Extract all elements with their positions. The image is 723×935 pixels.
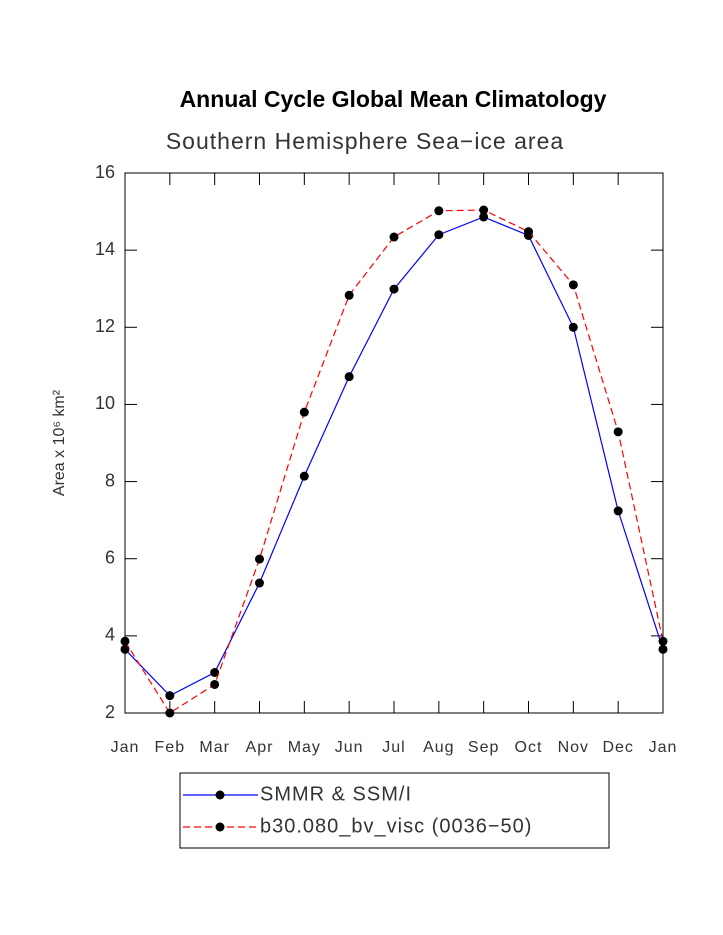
x-tick-label: Oct xyxy=(515,739,543,756)
data-point xyxy=(524,227,533,237)
x-tick-label: Jan xyxy=(111,739,140,756)
data-point xyxy=(344,372,354,382)
y-tick-label: 16 xyxy=(95,162,115,182)
data-point xyxy=(658,636,668,646)
x-tick-label: May xyxy=(288,739,321,756)
y-tick-label: 4 xyxy=(105,625,115,645)
data-point xyxy=(389,284,399,294)
x-tick-label: Aug xyxy=(423,739,454,756)
data-point xyxy=(120,644,130,654)
y-tick-label: 8 xyxy=(105,470,115,490)
x-tick-label: Mar xyxy=(199,739,230,756)
plot-frame xyxy=(124,172,664,714)
legend-box xyxy=(179,772,610,849)
data-point xyxy=(344,290,354,300)
x-tick-label: Feb xyxy=(155,739,186,756)
y-tick-label: 14 xyxy=(95,239,115,259)
data-point xyxy=(299,407,309,417)
legend-label: SMMR & SSM/I xyxy=(260,783,412,805)
chart-title: Annual Cycle Global Mean Climatology xyxy=(180,86,607,112)
x-tick-label: Jun xyxy=(335,739,364,756)
x-tick-label: Sep xyxy=(468,739,499,756)
x-tick-label: Dec xyxy=(602,739,633,756)
data-point xyxy=(658,644,668,654)
legend-label: b30.080_bv_visc (0036−50) xyxy=(260,815,532,837)
data-point xyxy=(165,708,175,718)
y-tick-label: 10 xyxy=(95,393,115,413)
y-tick-label: 12 xyxy=(95,316,115,336)
x-tick-label: Jul xyxy=(382,739,405,756)
y-tick-label: 2 xyxy=(105,702,115,722)
x-tick-label: Nov xyxy=(558,739,589,756)
y-tick-label: 6 xyxy=(105,547,115,567)
data-point xyxy=(434,206,444,216)
data-point xyxy=(165,691,175,701)
data-point xyxy=(255,554,264,564)
data-point xyxy=(210,668,220,677)
data-point xyxy=(210,679,220,689)
data-point xyxy=(479,212,489,222)
data-point xyxy=(255,578,264,588)
x-tick-label: Apr xyxy=(246,739,274,756)
data-point xyxy=(479,205,489,215)
x-tick-label: Jan xyxy=(649,739,678,756)
legend-marker xyxy=(215,822,225,832)
data-point xyxy=(613,427,623,437)
data-point xyxy=(613,506,623,516)
y-axis-label: Area x 10⁶ km² xyxy=(51,389,68,496)
data-point xyxy=(568,322,578,332)
data-point xyxy=(434,230,444,240)
data-point xyxy=(568,280,578,290)
legend-marker xyxy=(215,790,225,800)
chart-subtitle: Southern Hemisphere Sea−ice area xyxy=(166,128,564,154)
data-point xyxy=(389,232,399,242)
data-point xyxy=(299,471,309,481)
data-point xyxy=(120,636,130,646)
